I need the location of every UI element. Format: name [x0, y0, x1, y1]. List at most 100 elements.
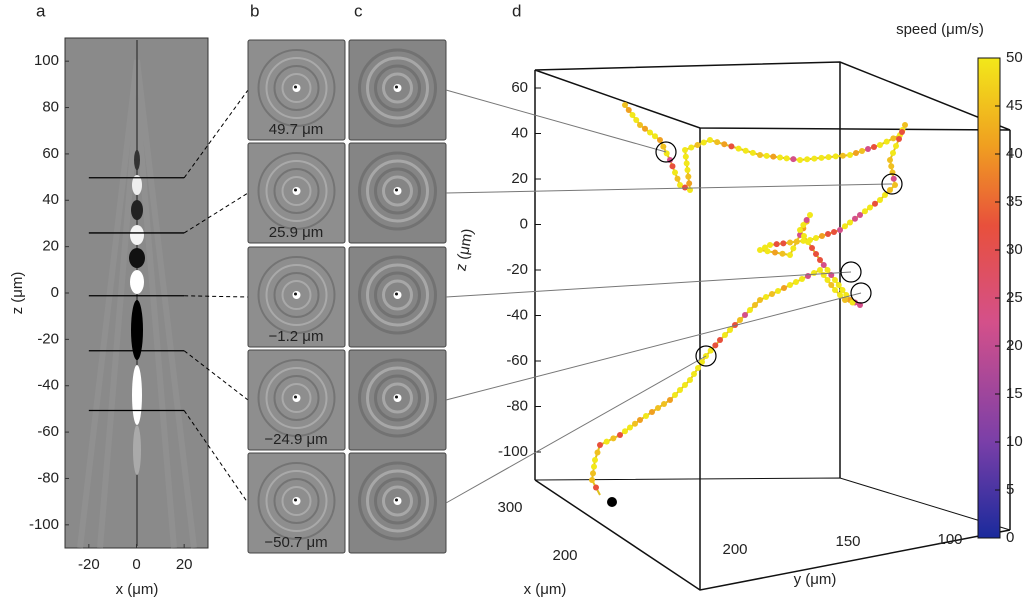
connector	[445, 355, 707, 504]
fringe-ring	[358, 48, 437, 128]
trajectory-dot	[871, 144, 877, 150]
fringe-ring	[273, 478, 320, 524]
trajectory-dot	[686, 180, 693, 187]
trajectory-dot	[593, 484, 599, 491]
hologram-pattern	[77, 40, 197, 549]
trajectory-dot	[809, 245, 815, 251]
particle-core	[294, 395, 297, 399]
trajectory-dot	[667, 397, 673, 403]
colorbar-label: speed (μm/s)	[896, 21, 984, 38]
trajectory-dot	[633, 117, 640, 123]
trajectory-dot	[887, 187, 893, 193]
trajectory-dot	[832, 287, 838, 293]
trajectory-dot	[767, 242, 773, 248]
trajectory-dot	[737, 317, 743, 323]
trajectory-dot	[682, 147, 688, 153]
trajectory-dot	[657, 137, 663, 143]
trajectory-dot	[695, 365, 701, 371]
trajectory-dot	[867, 204, 873, 211]
fringe-ring	[382, 382, 413, 414]
x-axis-label: x (μm)	[524, 581, 567, 598]
fringe-ring	[257, 49, 336, 127]
fringe-ring	[281, 486, 312, 516]
fringe-ring	[366, 366, 429, 430]
trajectory-dot	[790, 245, 797, 252]
trajectory-dot	[818, 154, 825, 161]
trajectory-dot	[757, 247, 763, 253]
trajectory-dot	[643, 413, 649, 419]
colorbar-tick-label: 40	[1006, 145, 1023, 162]
x-tick-label: -20	[78, 556, 100, 573]
y-tick-label: 200	[722, 541, 747, 558]
trajectory-dot	[637, 122, 643, 128]
trajectory-dot	[625, 107, 632, 113]
trajectory-dot	[877, 197, 883, 203]
trajectory-dot	[747, 307, 753, 313]
trajectory-dot	[817, 257, 823, 263]
particle-core	[395, 85, 398, 89]
z-tick-label: -100	[498, 443, 528, 460]
trajectory-dot	[811, 155, 818, 162]
trajectory-dot	[707, 347, 714, 354]
fringe-ring	[273, 272, 320, 318]
trajectory-dot	[892, 182, 898, 188]
fringe-ring	[265, 470, 328, 532]
trajectory-dot	[622, 428, 628, 435]
panel-label: d	[512, 1, 521, 20]
panel-label: a	[36, 1, 46, 20]
depth-label: −50.7 μm	[264, 534, 327, 551]
trajectory-dot	[637, 417, 643, 423]
trajectory-dot	[655, 405, 661, 411]
fringe-ring	[281, 280, 312, 310]
trajectory-dot	[837, 292, 843, 298]
trajectory-dot	[677, 182, 683, 188]
fringe-ring	[374, 64, 421, 112]
trajectory-dot	[887, 157, 893, 163]
fringe-ring	[382, 485, 413, 517]
trajectory-dot	[682, 184, 688, 191]
trajectory-dot	[825, 154, 832, 161]
trajectory-dot	[842, 223, 848, 230]
start-point	[607, 497, 617, 507]
trajectory-dot	[882, 192, 888, 198]
highlight	[881, 173, 903, 195]
connector	[445, 271, 852, 298]
trajectory-dot	[819, 233, 825, 239]
trajectory-dot	[682, 153, 689, 160]
y-tick-label: 20	[42, 238, 59, 255]
z-tick-label: -80	[506, 397, 528, 414]
trajectory-dot	[787, 252, 793, 258]
fringe-ring	[382, 175, 413, 207]
trajectory-dot	[669, 163, 676, 170]
trajectory-dot	[629, 112, 636, 118]
y-tick-label: 100	[34, 52, 59, 69]
trajectory-dot	[842, 297, 848, 303]
fringe-ring	[257, 359, 336, 437]
fringe-ring	[273, 168, 320, 214]
trajectory-dot	[872, 200, 878, 207]
trajectory-dot	[805, 239, 811, 245]
trajectory-dot	[642, 125, 648, 132]
trajectory-dot	[847, 152, 853, 158]
trajectory-dot	[728, 143, 735, 150]
trajectory-dot	[800, 237, 807, 244]
trajectory-dot	[763, 294, 769, 300]
fringe-ring	[257, 462, 336, 540]
colorbar-tick-label: 25	[1006, 289, 1023, 306]
colorbar-tick-label: 30	[1006, 241, 1023, 258]
trajectory-dot	[707, 137, 713, 143]
trajectory-dot	[780, 240, 787, 247]
trajectory-dot	[688, 144, 695, 151]
trajectory-dot	[793, 238, 800, 245]
z-tick-label: 60	[511, 79, 528, 96]
trajectory-dot	[749, 149, 756, 156]
trajectory-dot	[660, 143, 667, 150]
trajectory-dot	[824, 267, 831, 273]
trajectory-dot	[801, 233, 807, 239]
fringe-ring	[366, 469, 429, 533]
trajectory-dot	[769, 291, 775, 297]
trajectory-dot	[722, 332, 728, 338]
connector	[184, 295, 249, 298]
trajectory-dot	[837, 227, 843, 233]
trajectory-dot	[687, 377, 693, 383]
